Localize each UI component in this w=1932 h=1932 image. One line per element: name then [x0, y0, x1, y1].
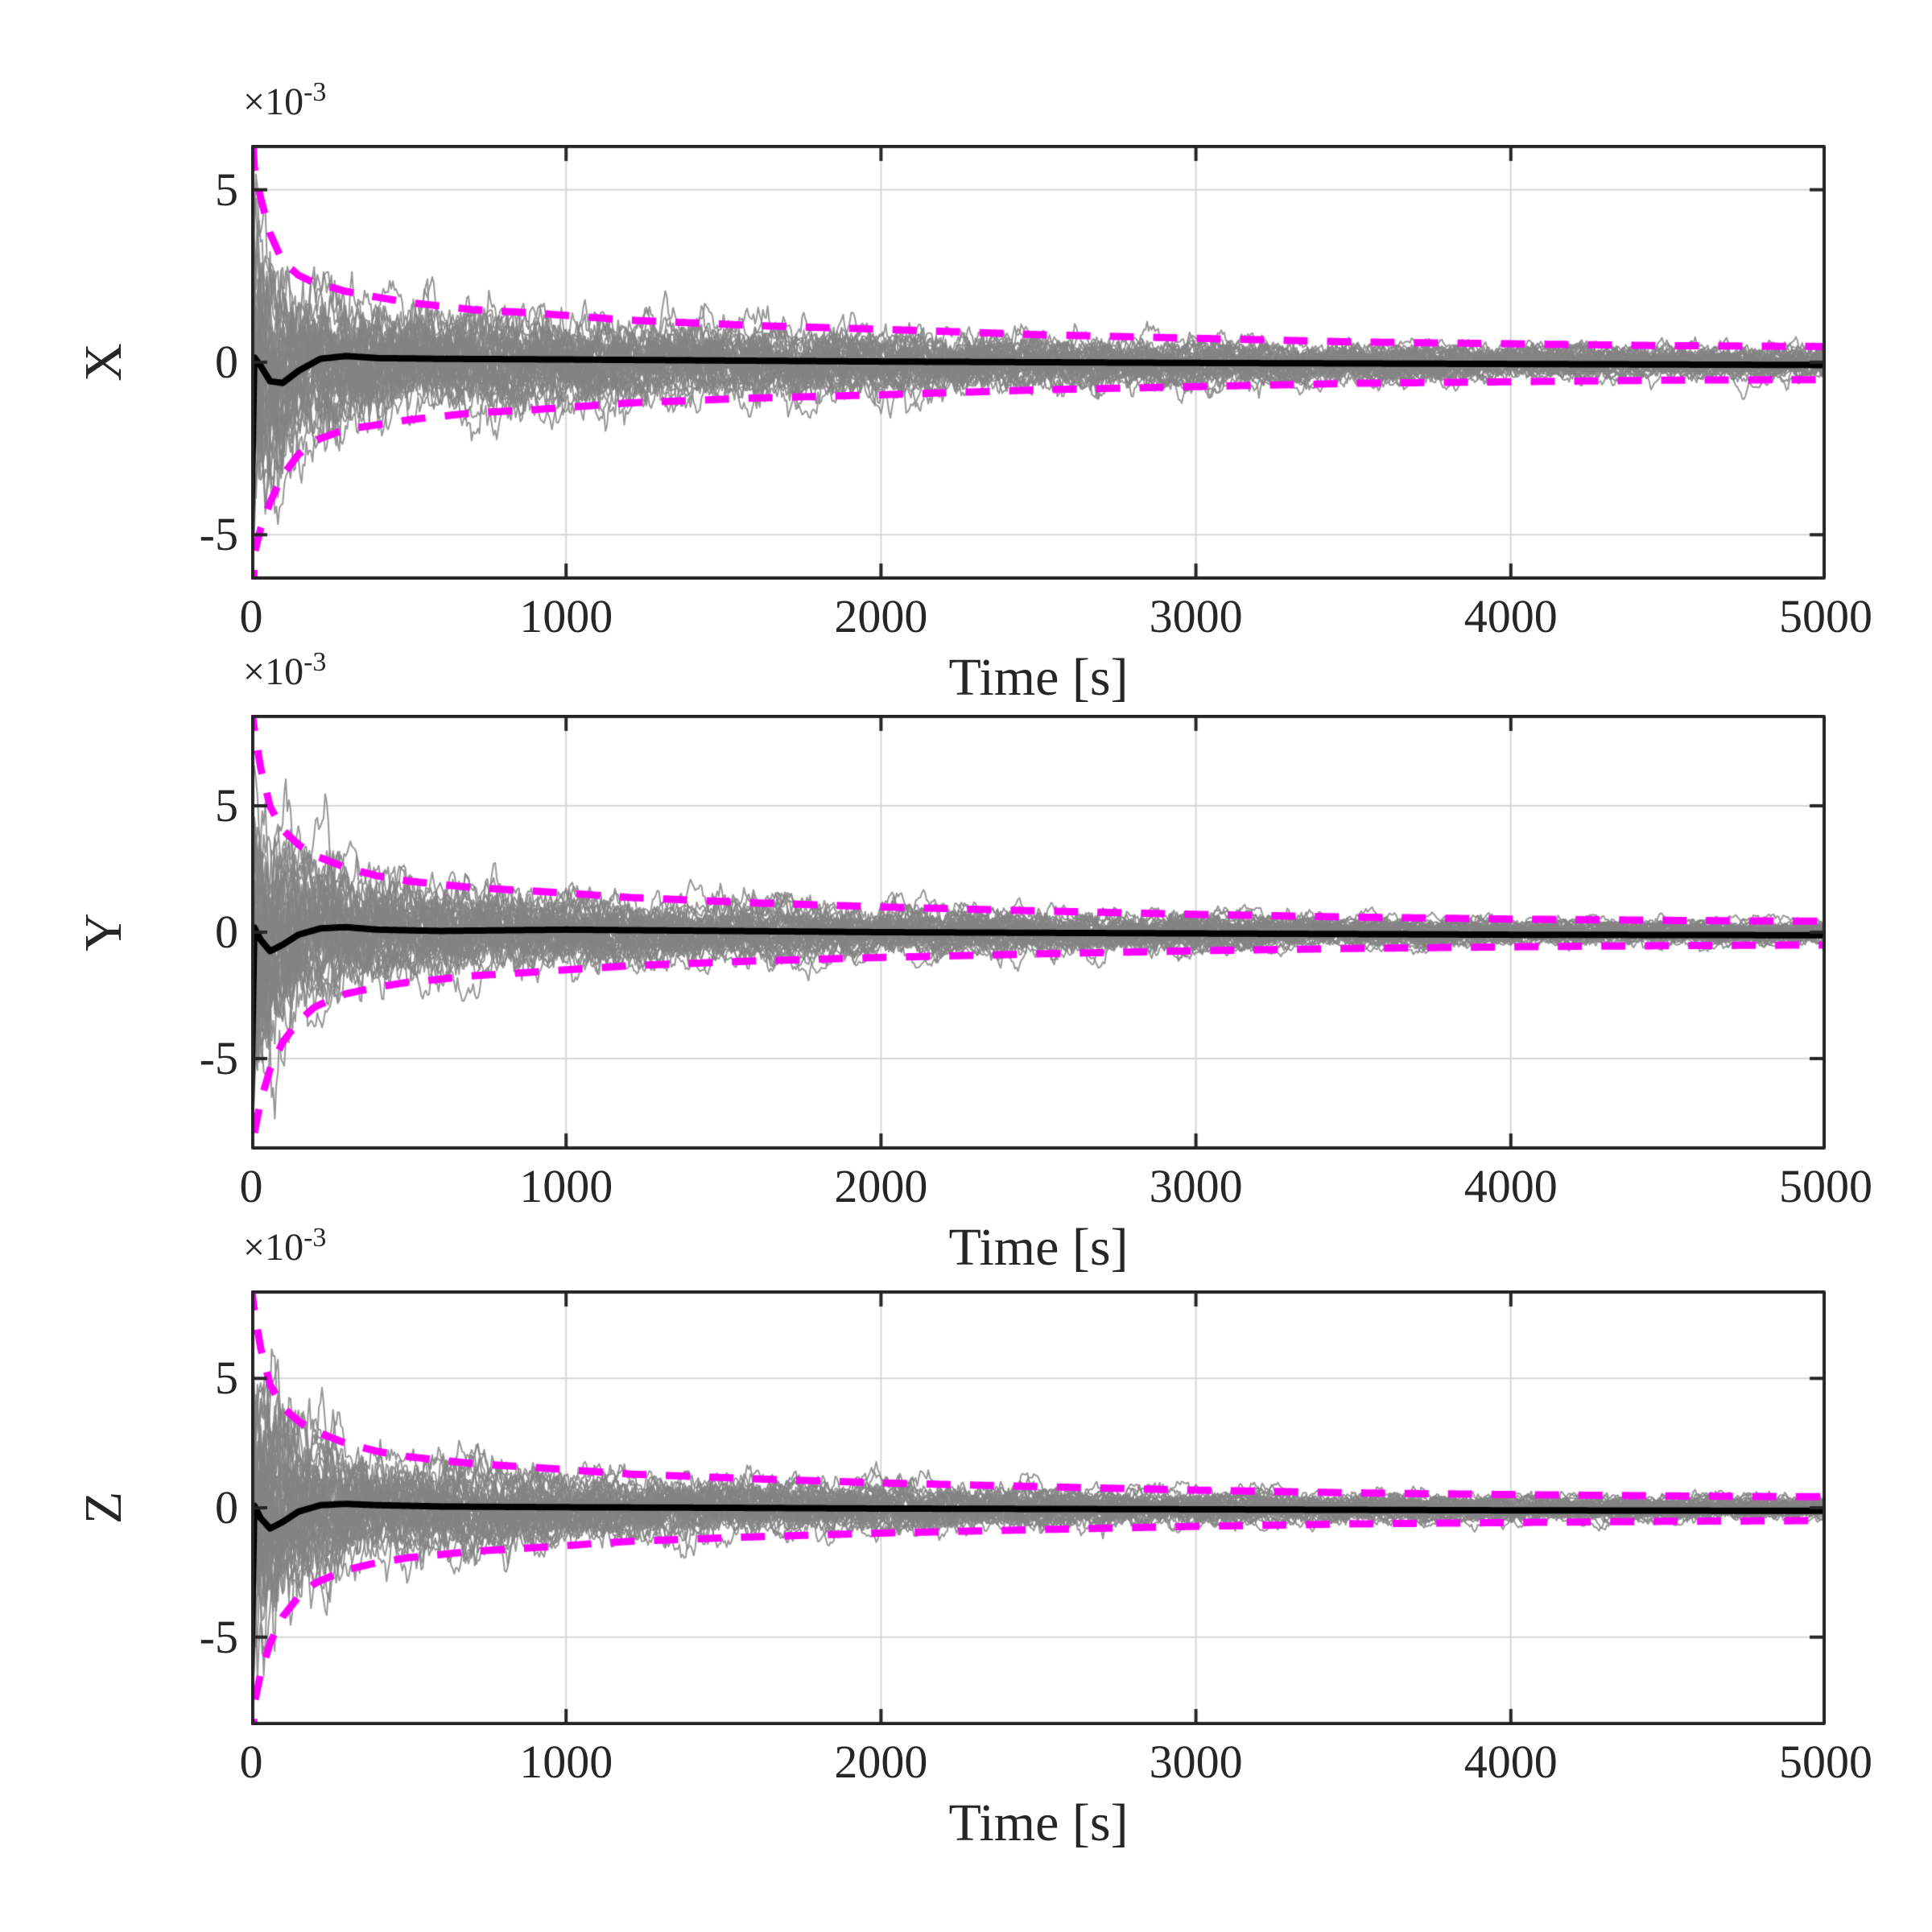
y-tick-label-0: 0 — [215, 906, 238, 958]
x-tick-label-2000: 2000 — [834, 1736, 928, 1788]
x-tick-label-0: 0 — [239, 590, 263, 642]
plot-area-z — [251, 1290, 1826, 1725]
exponent-power: -3 — [303, 1223, 327, 1253]
exponent-power: -3 — [303, 647, 327, 677]
y-axis-exponent-label: ×10-3 — [243, 77, 326, 124]
plot-area-x — [251, 145, 1826, 580]
x-tick-label-1000: 1000 — [519, 1160, 613, 1212]
y-axis-label-x: X — [74, 343, 133, 382]
exponent-base: ×10 — [243, 1226, 304, 1269]
x-tick-label-2000: 2000 — [834, 590, 928, 642]
subplot-x: ×10-3 X Time [s] 0 1000 2000 3000 4000 5000 -5… — [74, 77, 1872, 707]
x-tick-label-4000: 4000 — [1463, 590, 1558, 642]
x-tick-label-3000: 3000 — [1149, 590, 1243, 642]
exponent-base: ×10 — [243, 80, 304, 123]
y-axis-exponent-label: ×10-3 — [243, 1223, 326, 1269]
y-tick-label-5: 5 — [215, 163, 238, 216]
subplot-z: ×10-3 Z Time [s] 0 1000 2000 3000 4000 5000 -5… — [74, 1223, 1872, 1852]
x-tick-label-5000: 5000 — [1779, 590, 1872, 642]
y-axis-label-z: Z — [74, 1491, 133, 1525]
x-tick-label-5000: 5000 — [1779, 1160, 1872, 1212]
y-tick-label--5: -5 — [199, 1031, 238, 1084]
y-tick-label-5: 5 — [215, 1352, 238, 1405]
x-tick-label-4000: 4000 — [1463, 1160, 1558, 1212]
exponent-power: -3 — [303, 77, 327, 107]
x-tick-label-0: 0 — [239, 1736, 263, 1788]
y-tick-label-5: 5 — [215, 779, 238, 832]
y-tick-label--5: -5 — [199, 508, 238, 561]
x-tick-label-1000: 1000 — [519, 590, 613, 642]
subplot-y: ×10-3 Y Time [s] 0 1000 2000 3000 4000 5000 -5… — [74, 647, 1872, 1277]
x-tick-label-0: 0 — [239, 1160, 263, 1212]
y-tick-label-0: 0 — [215, 1481, 238, 1534]
x-tick-label-3000: 3000 — [1149, 1736, 1243, 1788]
y-axis-label-y: Y — [74, 913, 133, 952]
x-axis-label: Time [s] — [948, 1218, 1129, 1277]
plot-area-y — [251, 715, 1826, 1150]
x-tick-label-1000: 1000 — [519, 1736, 613, 1788]
x-tick-label-2000: 2000 — [834, 1160, 928, 1212]
y-tick-label-0: 0 — [215, 336, 238, 388]
x-axis-label: Time [s] — [948, 1794, 1129, 1852]
y-axis-exponent-label: ×10-3 — [243, 647, 326, 694]
x-axis-label: Time [s] — [948, 648, 1129, 707]
x-tick-label-5000: 5000 — [1779, 1736, 1872, 1788]
x-tick-label-3000: 3000 — [1149, 1160, 1243, 1212]
y-tick-label--5: -5 — [199, 1610, 238, 1663]
exponent-base: ×10 — [243, 650, 304, 693]
x-tick-label-4000: 4000 — [1463, 1736, 1558, 1788]
